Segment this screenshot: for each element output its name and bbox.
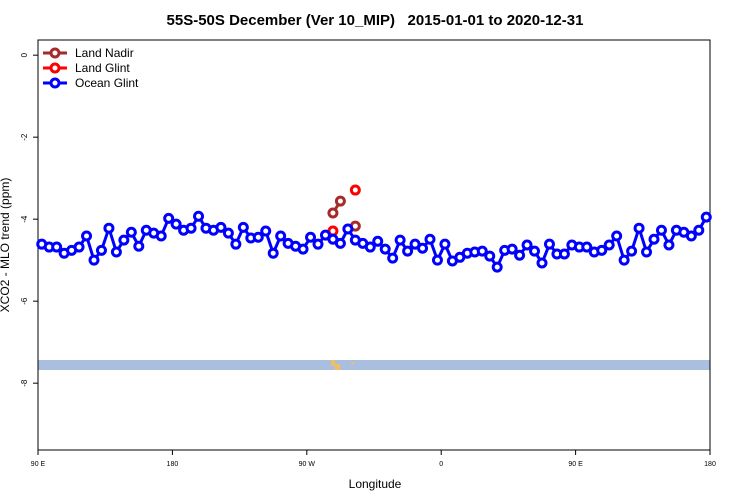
data-point xyxy=(648,233,660,245)
data-point xyxy=(133,240,145,252)
data-point xyxy=(185,222,197,234)
y-tick-label: -8 xyxy=(20,379,29,387)
coverage-band xyxy=(38,360,710,370)
x-tick-label: 90 E xyxy=(31,461,46,468)
x-tick-label: 90 E xyxy=(568,461,583,468)
data-point xyxy=(252,231,264,243)
data-point xyxy=(417,242,429,254)
x-axis-label: Longitude xyxy=(349,477,402,491)
data-point xyxy=(394,234,406,246)
data-point xyxy=(305,231,317,243)
data-point xyxy=(529,245,541,257)
data-point xyxy=(655,224,667,236)
data-point xyxy=(402,245,414,257)
data-point xyxy=(81,230,93,242)
data-point xyxy=(170,218,182,230)
data-point xyxy=(558,248,570,260)
data-point xyxy=(237,221,249,233)
data-point xyxy=(297,243,309,255)
data-point xyxy=(379,243,391,255)
data-point xyxy=(626,245,638,257)
x-tick-label: 180 xyxy=(704,461,716,468)
legend-label: Land Nadir xyxy=(75,46,134,60)
data-point xyxy=(693,224,705,236)
coverage-mark xyxy=(351,362,354,364)
y-axis-label: XCO2 - MLO trend (ppm) xyxy=(0,178,12,313)
data-point xyxy=(424,233,436,245)
data-point xyxy=(663,239,675,251)
data-point xyxy=(641,246,653,258)
y-tick-label: -6 xyxy=(20,297,29,305)
data-point xyxy=(125,226,137,238)
data-point xyxy=(193,210,205,222)
data-point xyxy=(110,246,122,258)
y-tick-label: -4 xyxy=(20,215,29,223)
data-point xyxy=(506,243,518,255)
data-point xyxy=(73,241,85,253)
legend-marker xyxy=(49,77,61,89)
legend-marker xyxy=(49,62,61,74)
x-tick-label: 0 xyxy=(439,461,443,468)
data-point xyxy=(163,212,175,224)
x-tick-label: 90 W xyxy=(299,461,316,468)
data-point xyxy=(95,244,107,256)
data-point xyxy=(222,227,234,239)
data-point xyxy=(611,230,623,242)
data-point xyxy=(491,261,503,273)
legend-marker xyxy=(49,47,61,59)
data-point xyxy=(431,254,443,266)
legend-label: Ocean Glint xyxy=(75,76,139,90)
data-point xyxy=(88,254,100,266)
data-point xyxy=(633,222,645,234)
data-point xyxy=(484,250,496,262)
data-point xyxy=(364,241,376,253)
data-point xyxy=(118,234,130,246)
y-tick-label: 0 xyxy=(20,52,29,57)
data-point xyxy=(312,238,324,250)
y-tick-label: -2 xyxy=(20,133,29,141)
chart-title: 55S-50S December (Ver 10_MIP) 2015-01-01… xyxy=(167,12,584,29)
data-point xyxy=(618,254,630,266)
data-point xyxy=(476,245,488,257)
data-point xyxy=(514,249,526,261)
data-point xyxy=(685,230,697,242)
data-point xyxy=(700,211,712,223)
data-point xyxy=(349,184,361,196)
data-point xyxy=(439,238,451,250)
coverage-mark xyxy=(335,364,340,370)
data-point xyxy=(603,239,615,251)
data-point xyxy=(521,239,533,251)
data-point xyxy=(372,235,384,247)
data-point xyxy=(155,230,167,242)
legend-label: Land Glint xyxy=(75,61,130,75)
data-point xyxy=(260,225,272,237)
data-point xyxy=(596,244,608,256)
plot-layer: 90 E 180 90 W 0 90 E 180 0 -2 -4 -6 -8 Land NadirLa… xyxy=(20,46,716,468)
data-point xyxy=(543,238,555,250)
data-point xyxy=(334,237,346,249)
data-point xyxy=(327,207,339,219)
data-point xyxy=(387,252,399,264)
data-point xyxy=(215,221,227,233)
x-tick-label: 180 xyxy=(167,461,179,468)
data-point xyxy=(536,257,548,269)
data-point xyxy=(334,195,346,207)
data-point xyxy=(267,247,279,259)
data-point xyxy=(103,222,115,234)
data-point xyxy=(51,241,63,253)
data-point xyxy=(342,223,354,235)
data-point xyxy=(581,241,593,253)
coverage-mark xyxy=(331,360,335,366)
data-point xyxy=(275,230,287,242)
data-point xyxy=(230,238,242,250)
